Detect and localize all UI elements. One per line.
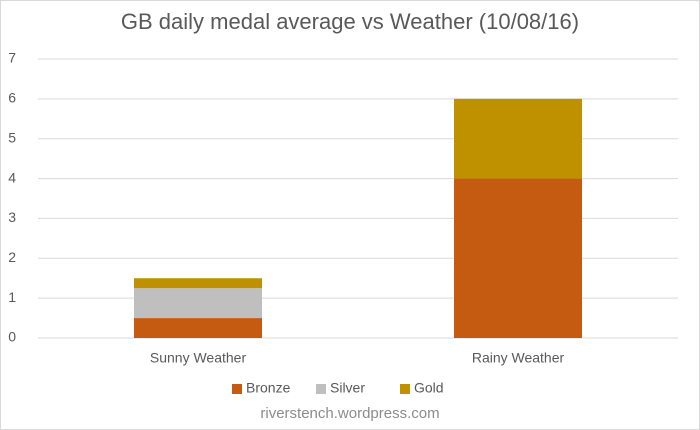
- bar-segment: [454, 98, 582, 179]
- x-tick-label: Sunny Weather: [150, 350, 247, 366]
- legend-swatch: [400, 384, 410, 394]
- y-tick-label: 0: [8, 329, 16, 345]
- bar-segment: [134, 278, 262, 289]
- y-tick-label: 5: [8, 129, 16, 145]
- legend-label: Silver: [330, 380, 365, 396]
- x-tick-label: Rainy Weather: [472, 350, 565, 366]
- bar-segment: [454, 178, 582, 338]
- y-tick-label: 6: [8, 90, 16, 106]
- legend-swatch: [316, 384, 326, 394]
- bar-segment: [134, 288, 262, 319]
- bar-segment: [134, 318, 262, 338]
- y-tick-label: 7: [8, 50, 16, 66]
- footer: riverstench.wordpress.com: [260, 405, 439, 422]
- legend-label: Gold: [414, 380, 444, 396]
- chart-title: GB daily medal average vs Weather (10/08…: [121, 9, 579, 34]
- legend-label: Bronze: [246, 380, 291, 396]
- y-tick-label: 3: [8, 209, 16, 225]
- legend-swatch: [232, 384, 242, 394]
- y-tick-label: 2: [8, 249, 16, 265]
- y-tick-label: 1: [8, 289, 16, 305]
- y-tick-label: 4: [8, 169, 16, 185]
